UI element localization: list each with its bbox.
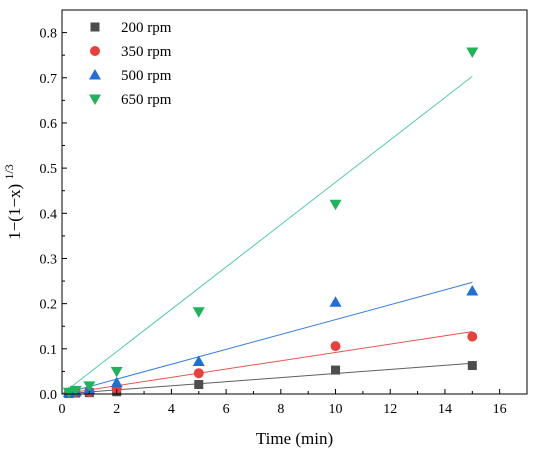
x-tick-label: 4 [168, 402, 175, 417]
y-axis-label: 1−(1−x) 1/3 [2, 164, 24, 240]
y-tick-label: 0.6 [40, 117, 58, 132]
legend-marker-200-rpm [90, 22, 100, 32]
y-tick-label: 0.3 [40, 252, 58, 267]
axis-ticks: 0 2 4 6 8 10 12 14 16 0.0 0.1 0.2 0.3 0.4 0.5 0.6 0.7 0.8 [40, 9, 507, 417]
x-tick-label: 6 [223, 402, 230, 417]
data-point-500-rpm [110, 376, 123, 388]
y-tick-label: 0.0 [40, 388, 58, 403]
data-point-200-rpm [331, 365, 341, 375]
legend-label-350-rpm: 350 rpm [121, 44, 172, 60]
legend-label-200-rpm: 200 rpm [121, 20, 172, 36]
data-point-500-rpm [329, 296, 342, 307]
fit-line-350-rpm [61, 331, 473, 395]
data-point-650-rpm [466, 47, 479, 59]
x-axis-label: Time (min) [256, 429, 333, 448]
x-tick-label: 16 [493, 402, 507, 417]
legend-marker-350-rpm [90, 46, 100, 56]
data-point-650-rpm [329, 199, 342, 211]
data-point-650-rpm [110, 366, 123, 378]
legend: 200 rpm 350 rpm 500 rpm 650 rpm [89, 20, 172, 108]
data-point-500-rpm [466, 284, 479, 296]
y-tick-label: 0.1 [40, 343, 58, 358]
y-tick-label: 0.4 [40, 207, 58, 222]
data-point-650-rpm [69, 385, 82, 397]
y-tick-label: 0.5 [40, 162, 58, 177]
data-point-650-rpm [83, 381, 96, 392]
data-point-500-rpm [192, 355, 205, 366]
fit-line-200-rpm [61, 362, 473, 395]
data-point-200-rpm [194, 380, 204, 390]
legend-marker-650-rpm [89, 94, 101, 105]
fit-line-650-rpm [61, 76, 473, 395]
x-tick-label: 0 [59, 402, 66, 417]
x-tick-label: 10 [329, 402, 343, 417]
y-tick-label: 0.7 [40, 72, 58, 87]
fit-lines [61, 76, 473, 395]
x-tick-label: 2 [113, 402, 120, 417]
x-tick-label: 12 [383, 402, 397, 417]
data-point-350-rpm [330, 341, 341, 352]
fit-line-500-rpm [61, 281, 473, 395]
y-tick-label: 0.8 [40, 27, 58, 42]
data-point-350-rpm [467, 331, 478, 342]
y-axis-label-exponent: 1/3 [2, 164, 16, 179]
data-point-200-rpm [467, 361, 477, 371]
y-axis-label-main: 1−(1−x) [5, 184, 24, 240]
data-point-650-rpm [62, 387, 75, 399]
plot-frame [61, 9, 528, 395]
data-point-650-rpm [192, 307, 205, 318]
legend-marker-500-rpm [89, 69, 101, 80]
data-markers [62, 47, 479, 399]
x-tick-label: 8 [277, 402, 284, 417]
x-tick-label: 14 [438, 402, 452, 417]
data-point-350-rpm [193, 368, 204, 379]
y-tick-label: 0.2 [40, 298, 58, 313]
legend-label-650-rpm: 650 rpm [121, 92, 172, 108]
legend-label-500-rpm: 500 rpm [121, 68, 172, 84]
